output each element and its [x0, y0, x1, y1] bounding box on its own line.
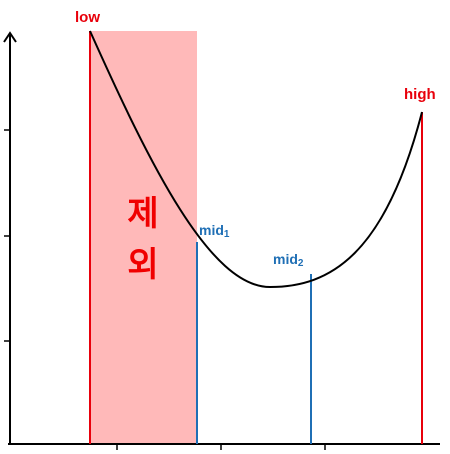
y-axis-ticks: [4, 129, 10, 342]
mid2-label: mid2: [273, 251, 304, 269]
mid1-label-main: mid: [199, 222, 224, 238]
function-curve: [89, 30, 423, 289]
excluded-label-line2: 외: [127, 246, 158, 284]
high-label: high: [404, 86, 436, 103]
excluded-region: [90, 31, 197, 444]
mid1-label-sub: 1: [224, 229, 230, 240]
mid2-label-main: mid: [273, 251, 298, 267]
mid2-label-sub: 2: [298, 258, 304, 269]
mid1-label: mid1: [199, 222, 230, 240]
low-label: low: [75, 9, 100, 26]
y-axis-arrow-icon: [3, 31, 17, 43]
excluded-label-line1: 제: [127, 195, 158, 233]
x-axis-ticks: [116, 444, 326, 450]
